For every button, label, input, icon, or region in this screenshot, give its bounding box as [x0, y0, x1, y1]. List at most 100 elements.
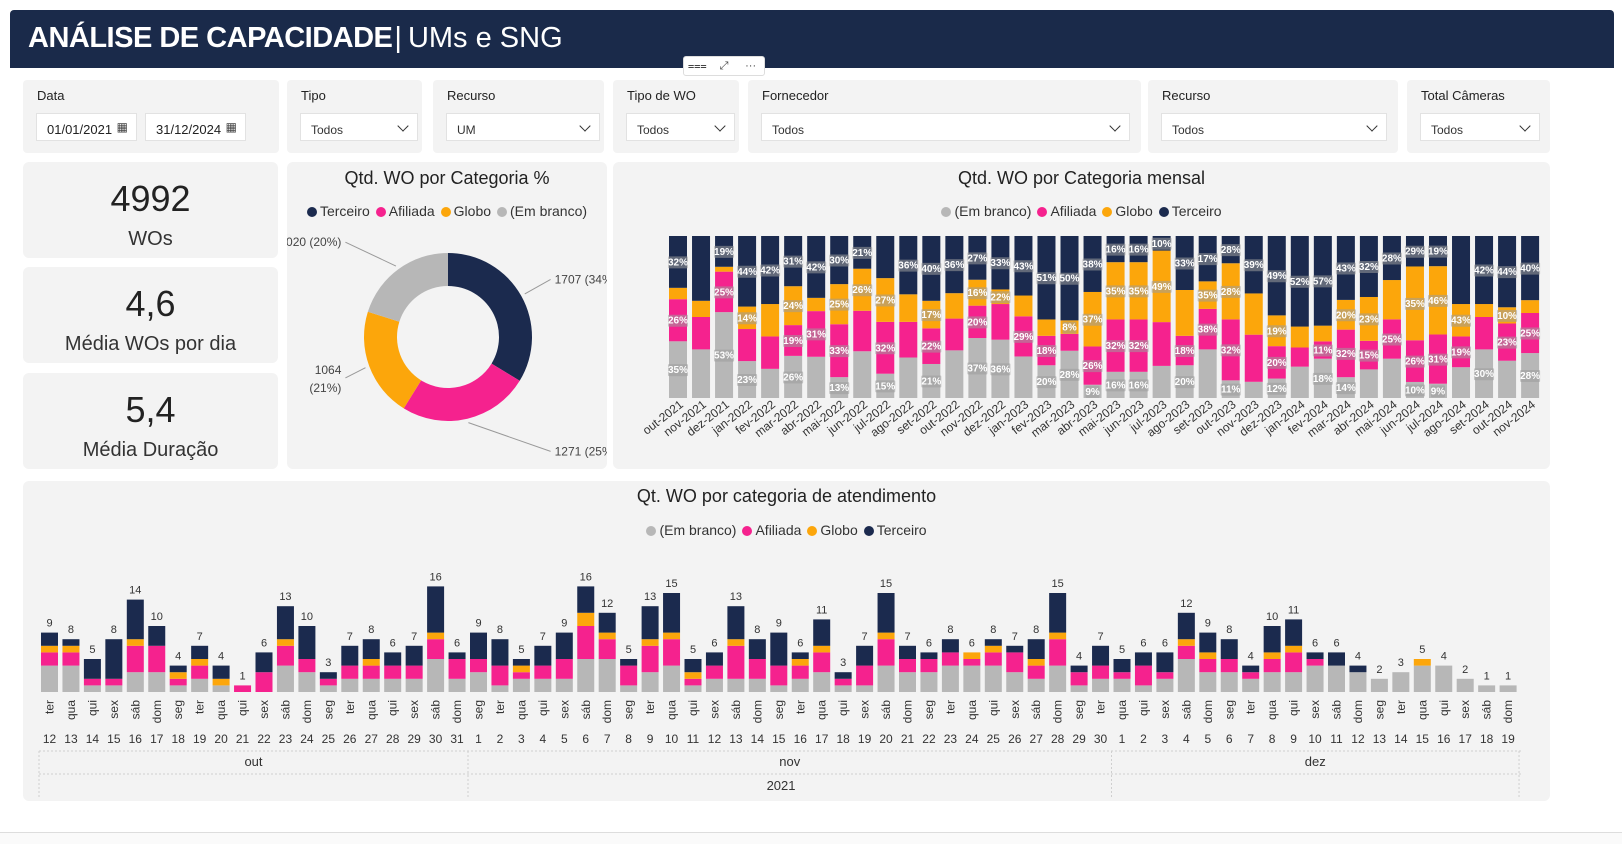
monthly-bar-globo[interactable]	[1475, 304, 1494, 317]
daily-bar-afiliada[interactable]	[1156, 672, 1174, 679]
daily-bar-afiliada[interactable]	[491, 665, 509, 686]
daily-legend-item[interactable]: Afiliada	[742, 522, 801, 538]
daily-bar-afiliada[interactable]	[362, 665, 380, 679]
daily-bar-em-branco[interactable]	[1070, 685, 1088, 692]
monthly-bar-globo[interactable]	[807, 297, 826, 312]
daily-bar-em-branco[interactable]	[470, 672, 487, 692]
monthly-bar-globo[interactable]	[1175, 290, 1194, 336]
donut-slice-globo[interactable]	[364, 311, 422, 409]
daily-bar-em-branco[interactable]	[384, 678, 402, 692]
daily-bar-afiliada[interactable]	[941, 652, 959, 666]
monthly-bar-em-branco[interactable]	[1014, 356, 1033, 398]
monthly-bar-em-branco[interactable]	[853, 351, 872, 398]
daily-bar-globo[interactable]	[62, 645, 80, 653]
daily-bar-terceiro[interactable]	[512, 659, 530, 666]
daily-bar-em-branco[interactable]	[191, 678, 209, 692]
daily-bar-afiliada[interactable]	[255, 672, 273, 692]
daily-bar-terceiro[interactable]	[1049, 593, 1067, 633]
daily-bar-terceiro[interactable]	[405, 645, 423, 666]
monthly-bar-globo[interactable]	[1313, 325, 1332, 342]
daily-bar-em-branco[interactable]	[705, 678, 723, 692]
daily-bar-em-branco[interactable]	[1006, 672, 1024, 692]
daily-bar-terceiro[interactable]	[641, 606, 659, 640]
daily-bar-terceiro[interactable]	[1092, 645, 1110, 666]
daily-bar-terceiro[interactable]	[1113, 659, 1131, 673]
daily-bar-terceiro[interactable]	[620, 659, 638, 666]
daily-bar-terceiro[interactable]	[791, 652, 809, 659]
daily-bar-globo[interactable]	[684, 672, 702, 679]
daily-bar-afiliada[interactable]	[234, 685, 252, 692]
daily-bar-terceiro[interactable]	[663, 593, 681, 633]
daily-bar-em-branco[interactable]	[598, 659, 616, 692]
daily-bar-terceiro[interactable]	[877, 593, 895, 633]
daily-bar-em-branco[interactable]	[62, 665, 80, 692]
daily-bar-terceiro[interactable]	[1285, 619, 1303, 646]
daily-bar-em-branco[interactable]	[1413, 665, 1431, 692]
monthly-bar-globo[interactable]	[899, 294, 918, 322]
recurso2-dropdown[interactable]: Todos	[1161, 113, 1387, 141]
daily-bar-terceiro[interactable]	[1006, 645, 1024, 653]
daily-bar-em-branco[interactable]	[212, 685, 230, 692]
monthly-legend-item[interactable]: Globo	[1102, 203, 1153, 219]
daily-bar-em-branco[interactable]	[1435, 665, 1453, 692]
monthly-legend-item[interactable]: Afiliada	[1037, 203, 1096, 219]
daily-bar-terceiro[interactable]	[105, 639, 123, 679]
daily-bar-em-branco[interactable]	[641, 672, 659, 692]
daily-bar-globo[interactable]	[126, 639, 144, 646]
monthly-bar-globo[interactable]	[1014, 295, 1033, 317]
daily-bar-em-branco[interactable]	[1156, 678, 1174, 692]
daily-bar-afiliada[interactable]	[470, 659, 487, 673]
daily-bar-afiliada[interactable]	[148, 645, 166, 673]
daily-bar-em-branco[interactable]	[1027, 678, 1045, 692]
daily-bar-globo[interactable]	[1177, 639, 1195, 646]
daily-bar-terceiro[interactable]	[83, 659, 101, 679]
monthly-bar-globo[interactable]	[1382, 280, 1401, 320]
daily-bar-em-branco[interactable]	[448, 678, 466, 692]
daily-bar-em-branco[interactable]	[1199, 672, 1217, 692]
daily-bar-em-branco[interactable]	[148, 672, 166, 692]
daily-bar-em-branco[interactable]	[41, 665, 58, 692]
daily-bar-globo[interactable]	[169, 672, 187, 679]
daily-bar-em-branco[interactable]	[83, 685, 101, 692]
daily-bar-terceiro[interactable]	[276, 606, 294, 640]
daily-bar-terceiro[interactable]	[1156, 652, 1174, 673]
daily-bar-afiliada[interactable]	[1113, 672, 1131, 679]
daily-bar-em-branco[interactable]	[1328, 665, 1345, 692]
daily-bar-globo[interactable]	[1263, 652, 1281, 659]
daily-bar-afiliada[interactable]	[534, 665, 552, 679]
monthly-bar-em-branco[interactable]	[1152, 365, 1171, 398]
daily-bar-em-branco[interactable]	[1049, 665, 1067, 692]
daily-bar-globo[interactable]	[663, 632, 681, 640]
monthly-bar-em-branco[interactable]	[945, 350, 964, 398]
daily-bar-afiliada[interactable]	[770, 665, 788, 686]
daily-bar-terceiro[interactable]	[1328, 652, 1345, 666]
daily-bar-afiliada[interactable]	[1177, 645, 1195, 659]
daily-bar-afiliada[interactable]	[105, 678, 123, 686]
start-date-input[interactable]: 01/01/2021 ▦	[36, 113, 137, 141]
daily-bar-em-branco[interactable]	[298, 672, 316, 692]
daily-bar-globo[interactable]	[362, 659, 380, 666]
monthly-bar-globo[interactable]	[1244, 293, 1263, 335]
daily-bar-em-branco[interactable]	[577, 659, 595, 692]
calendar-icon[interactable]: ▦	[116, 120, 128, 134]
daily-bar-em-branco[interactable]	[491, 685, 509, 692]
monthly-bar-globo[interactable]	[761, 304, 780, 337]
daily-bar-terceiro[interactable]	[148, 626, 166, 646]
monthly-bar-afiliada[interactable]	[1244, 334, 1263, 382]
daily-bar-em-branco[interactable]	[684, 685, 702, 692]
daily-bar-afiliada[interactable]	[1220, 659, 1238, 673]
daily-bar-afiliada[interactable]	[834, 678, 852, 686]
daily-bar-em-branco[interactable]	[1263, 672, 1281, 692]
monthly-bar-em-branco[interactable]	[899, 357, 918, 399]
daily-bar-afiliada[interactable]	[1006, 652, 1024, 673]
daily-bar-afiliada[interactable]	[813, 652, 831, 673]
daily-bar-em-branco[interactable]	[1370, 678, 1388, 692]
cameras-dropdown[interactable]: Todos	[1420, 113, 1540, 141]
daily-bar-afiliada[interactable]	[920, 659, 938, 673]
daily-bar-afiliada[interactable]	[641, 645, 659, 673]
daily-bar-afiliada[interactable]	[319, 678, 337, 686]
monthly-bar-em-branco[interactable]	[1382, 358, 1401, 398]
daily-bar-em-branco[interactable]	[899, 672, 916, 692]
daily-bar-terceiro[interactable]	[62, 639, 80, 646]
daily-bar-em-branco[interactable]	[620, 685, 638, 692]
